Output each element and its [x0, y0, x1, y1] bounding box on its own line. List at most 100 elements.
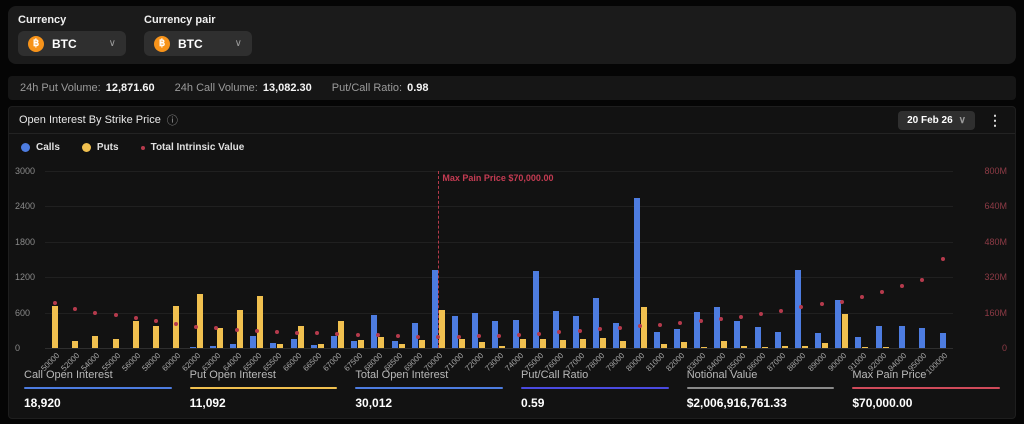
bar-group-52000: 52000 — [60, 171, 85, 373]
footer-stat-value: 11,092 — [189, 396, 226, 410]
legend-puts-label: Puts — [96, 142, 119, 153]
y-axis-left-tick: 3000 — [15, 166, 36, 176]
info-icon[interactable]: ⓘ — [166, 115, 178, 127]
bar-group-100000: 100000 — [924, 171, 953, 376]
puts-bar — [640, 307, 647, 348]
calls-bar — [653, 332, 660, 348]
puts-bar — [701, 346, 708, 348]
puts-bar — [539, 339, 546, 348]
open-interest-panel: Open Interest By Strike Price ⓘ 20 Feb 2… — [8, 106, 1016, 419]
puts-bar — [358, 339, 365, 348]
currency-group: Currency ฿ BTC ∨ — [18, 14, 126, 56]
calls-bar — [754, 327, 761, 348]
intrinsic-value-dot — [234, 327, 239, 332]
footer-stat-label: Notional Value — [686, 369, 758, 381]
bar-group-63000: 63000 — [201, 171, 226, 373]
intrinsic-value-dot — [174, 322, 179, 327]
puts-bar — [112, 338, 119, 348]
legend-item-calls[interactable]: Calls — [21, 142, 60, 153]
footer-stat-label: Total Open Interest — [355, 369, 449, 381]
kebab-menu-icon[interactable]: ⋮ — [988, 111, 1002, 128]
intrinsic-value-dot — [396, 334, 400, 339]
footer-stat-notional-value: Notional Value $2,006,916,761.33 — [678, 369, 844, 410]
bar-group-90000: 90000 — [826, 171, 852, 373]
currency-pair-select[interactable]: ฿ BTC ∨ — [144, 31, 252, 56]
puts-bar — [52, 306, 59, 348]
calls-bar — [532, 270, 539, 348]
intrinsic-value-dot — [678, 320, 683, 325]
puts-bar — [337, 320, 344, 348]
puts-bar — [92, 335, 99, 348]
intrinsic-value-dot — [456, 334, 461, 339]
gridline — [45, 206, 953, 208]
bar-group-77000: 77000 — [564, 171, 589, 373]
currency-pair-selected-value: BTC — [178, 36, 203, 51]
gridline — [45, 312, 953, 314]
puts-bar — [580, 339, 587, 348]
puts-bar — [842, 313, 849, 348]
chevron-down-icon: ∨ — [958, 114, 966, 126]
bar-group-68000: 68000 — [362, 171, 388, 373]
volume-stats-bar: 24h Put Volume: 12,871.60 24h Call Volum… — [8, 76, 1016, 100]
y-axis-right-tick: 320M — [984, 272, 1007, 283]
calls-bar — [472, 312, 479, 348]
currency-select[interactable]: ฿ BTC ∨ — [18, 31, 126, 56]
bar-group-76000: 76000 — [544, 171, 569, 373]
intrinsic-value-dot — [496, 333, 501, 338]
footer-stat-max-pain-price: Max Pain Price $70,000.00 — [843, 369, 1009, 410]
bar-group-60000: 60000 — [160, 171, 186, 373]
footer-stat-label: Max Pain Price — [852, 369, 927, 381]
intrinsic-value-dot — [658, 322, 663, 327]
bar-group-65000: 65000 — [241, 171, 267, 373]
bar-group-55000: 55000 — [100, 171, 126, 373]
intrinsic-value-dot — [73, 306, 78, 311]
intrinsic-value-dot — [597, 327, 602, 332]
intrinsic-value-dot — [718, 316, 723, 321]
bar-group-80000: 80000 — [624, 171, 650, 373]
y-axis-left-tick: 1800 — [15, 236, 36, 247]
calls-bar — [209, 346, 216, 348]
puts-bar — [499, 345, 506, 348]
footer-stat-put-call-ratio: Put/Call Ratio 0.59 — [512, 369, 678, 410]
bitcoin-icon: ฿ — [28, 35, 44, 52]
calls-bar — [613, 322, 620, 348]
intrinsic-value-dot — [214, 326, 219, 331]
calls-bar — [411, 322, 418, 348]
puts-bar — [822, 343, 829, 348]
intrinsic-value-dot — [113, 313, 118, 318]
footer-stat-underline — [852, 387, 1001, 389]
legend-item-puts[interactable]: Puts — [81, 142, 119, 153]
puts-bar — [173, 305, 180, 348]
expiry-date-select[interactable]: 20 Feb 26 ∨ — [898, 110, 975, 130]
y-axis-right-tick: 480M — [984, 236, 1007, 247]
intrinsic-value-dot — [940, 256, 945, 261]
intrinsic-value-dot — [537, 331, 542, 336]
bar-group-58000: 58000 — [140, 171, 166, 373]
puts-bar — [378, 336, 385, 348]
footer-stat-value: $2,006,916,761.33 — [686, 396, 787, 410]
puts-bar — [216, 327, 223, 348]
bar-group-83000: 83000 — [685, 171, 711, 373]
gridline — [45, 241, 953, 243]
bar-group-89000: 89000 — [806, 171, 832, 373]
panel-title: Open Interest By Strike Price — [19, 114, 161, 126]
bar-group-56000: 56000 — [120, 171, 146, 373]
bar-group-85000: 85000 — [725, 171, 751, 373]
calls-bar — [371, 314, 378, 348]
calls-bar — [919, 327, 926, 348]
intrinsic-value-dot — [93, 310, 98, 315]
calls-bar — [351, 340, 358, 348]
bar-group-73000: 73000 — [483, 171, 509, 373]
footer-stat-label: Call Open Interest — [24, 369, 113, 381]
legend-item-intrinsic[interactable]: Total Intrinsic Value — [140, 142, 244, 153]
intrinsic-value-dot — [517, 332, 522, 337]
puts-bar — [237, 309, 244, 348]
bitcoin-icon: ฿ — [154, 35, 170, 52]
bar-group-67000: 67000 — [322, 171, 347, 373]
footer-stat-value: $70,000.00 — [852, 396, 913, 410]
puts-bar — [600, 337, 607, 348]
bar-group-86000: 86000 — [745, 171, 771, 373]
intrinsic-value-dot — [738, 314, 743, 319]
bar-group-66000: 66000 — [281, 171, 307, 373]
footer-stat-value: 0.59 — [521, 396, 545, 410]
